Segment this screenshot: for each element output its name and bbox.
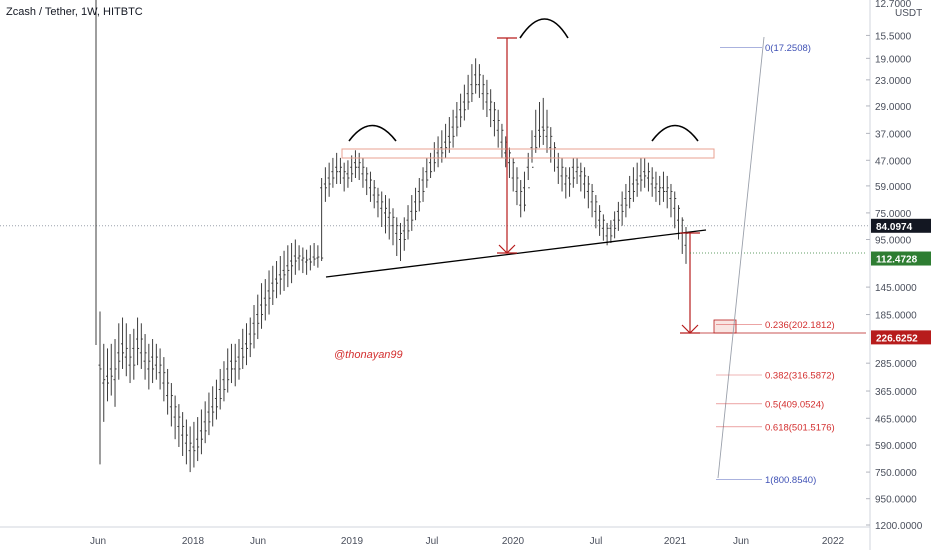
fib-level-label: 0.236(202.1812) xyxy=(765,320,835,331)
price-tick: 23.0000 xyxy=(875,76,912,87)
time-tick: Jun xyxy=(90,536,106,547)
neckline-resistance-zone xyxy=(341,148,715,159)
fib-level-label: 0.382(316.5872) xyxy=(765,371,835,382)
time-tick: Jun xyxy=(733,536,749,547)
price-tick: 365.0000 xyxy=(875,387,917,398)
price-badge: 84.0974 xyxy=(876,222,913,233)
price-badge: 112.4728 xyxy=(876,255,918,266)
price-tick: 285.0000 xyxy=(875,359,917,370)
price-tick: 29.0000 xyxy=(875,102,912,113)
price-tick: 185.0000 xyxy=(875,311,917,322)
time-tick: 2018 xyxy=(182,536,205,547)
price-badge-bg xyxy=(871,218,931,233)
time-tick: Jul xyxy=(590,536,603,547)
chart-title: Zcash / Tether, 1W, HITBTC xyxy=(6,6,143,18)
price-tick: 75.0000 xyxy=(875,209,912,220)
right-shoulder-arc xyxy=(651,124,699,142)
price-tick: 15.5000 xyxy=(875,31,912,42)
price-tick: 95.0000 xyxy=(875,236,912,247)
price-tick: 59.0000 xyxy=(875,182,912,193)
price-badge-bg xyxy=(871,330,931,345)
price-tick: 145.0000 xyxy=(875,283,917,294)
price-tick: 19.0000 xyxy=(875,54,912,65)
fib-level-label: 1(800.8540) xyxy=(765,475,816,486)
price-tick: 465.0000 xyxy=(875,414,917,425)
target-zone-box xyxy=(713,319,737,334)
price-tick: 1200.0000 xyxy=(875,521,923,532)
fib-level-label: 0.618(501.5176) xyxy=(765,422,835,433)
price-tick: 750.0000 xyxy=(875,468,917,479)
head-arc xyxy=(519,18,569,39)
left-shoulder-arc xyxy=(348,124,397,142)
price-tick: 37.0000 xyxy=(875,129,912,140)
time-tick: Jun xyxy=(250,536,266,547)
author-watermark: @thonayan99 xyxy=(334,349,403,361)
time-axis[interactable]: Jun 2018 Jun 2019 Jul 2020 Jul 2021 Jun 2022 xyxy=(90,536,845,547)
price-tick: 950.0000 xyxy=(875,495,917,506)
fib-trend-line xyxy=(717,36,765,479)
price-tick: 590.0000 xyxy=(875,441,917,452)
price-badge: 226.6252 xyxy=(876,333,918,344)
price-badge-bg xyxy=(871,251,931,266)
time-tick: 2020 xyxy=(502,536,525,547)
fib-level-label: 0.5(409.0524) xyxy=(765,399,824,410)
price-tick-top: 12.7000 xyxy=(875,0,912,10)
annotations-layer xyxy=(325,18,866,334)
time-tick: 2022 xyxy=(822,536,845,547)
price-tick: 47.0000 xyxy=(875,156,912,167)
fibonacci-layer: 0(17.2508) 0.236(202.1812) 0.382(316.5872)… xyxy=(716,36,835,486)
time-tick: 2019 xyxy=(341,536,364,547)
time-tick: 2021 xyxy=(664,536,687,547)
price-axis-unit: USDT xyxy=(895,8,922,19)
time-tick: Jul xyxy=(426,536,439,547)
candles-layer xyxy=(95,0,688,473)
price-badges: 84.0974 112.4728 226.6252 xyxy=(871,218,931,345)
fib-level-label: 0(17.2508) xyxy=(765,43,811,54)
